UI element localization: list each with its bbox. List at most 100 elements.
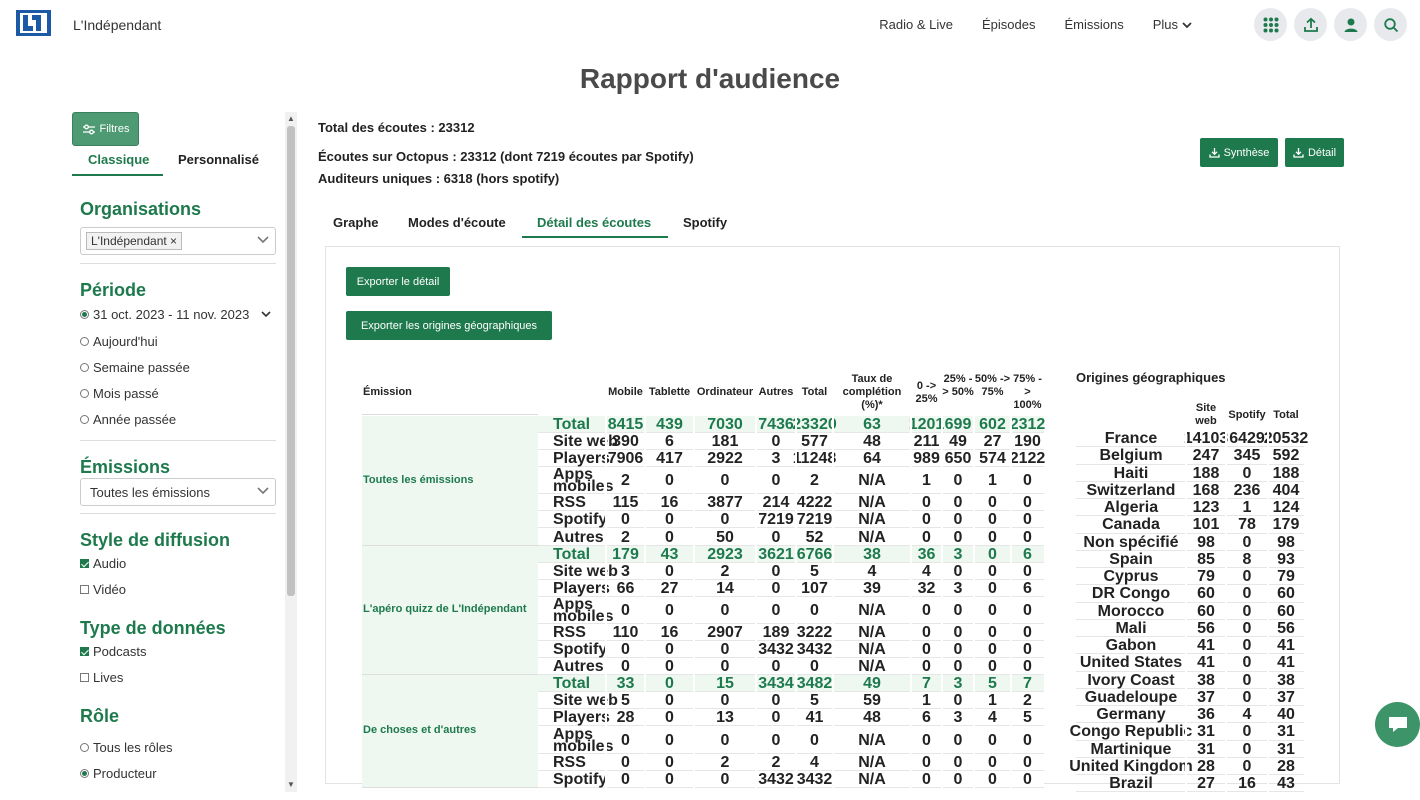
logo-icon[interactable] — [16, 10, 51, 36]
table-cell: 0 — [771, 562, 781, 580]
tab-detail-ecoutes[interactable]: Détail des écoutes — [537, 215, 652, 230]
table-cell: 0 — [621, 601, 630, 619]
remove-tag-icon[interactable]: × — [170, 234, 178, 248]
scroll-up-icon[interactable]: ▲ — [287, 114, 295, 123]
table-cell: 8415 — [607, 416, 644, 434]
nav-plus[interactable]: Plus — [1153, 17, 1192, 32]
periode-option-year[interactable]: Année passée — [80, 412, 176, 427]
column-header: Ordinateur — [696, 386, 754, 398]
export-detail-button[interactable]: Exporter le détail — [346, 267, 450, 296]
emissions-select[interactable]: Toutes les émissions — [80, 478, 276, 506]
filters-button[interactable]: Filtres — [72, 112, 139, 146]
style-option-audio[interactable]: Audio — [80, 556, 126, 571]
periode-option-month[interactable]: Mois passé — [80, 386, 159, 401]
radio-icon — [80, 337, 89, 346]
synthese-label: Synthèse — [1223, 146, 1270, 159]
geo-cell: 31 — [1277, 740, 1295, 758]
stat-uniques: Auditeurs uniques : 6318 (hors spotify) — [318, 171, 560, 186]
geo-cell: 0 — [1242, 619, 1252, 637]
table-cell: 49 — [949, 433, 967, 451]
tab-spotify[interactable]: Spotify — [683, 215, 728, 230]
geo-column-separator — [1267, 430, 1269, 793]
country-name: Belgium — [1099, 447, 1163, 465]
tab-graphe[interactable]: Graphe — [333, 215, 379, 230]
account-button[interactable] — [1334, 8, 1367, 41]
geo-row-divider — [1076, 567, 1304, 568]
table-row — [538, 528, 1044, 546]
table-cell: 3 — [953, 709, 963, 727]
export-geo-button[interactable]: Exporter les origines géographiques — [346, 311, 552, 340]
table-cell: N/A — [858, 601, 886, 619]
nav-episodes[interactable]: Épisodes — [981, 17, 1036, 32]
row-label: Spotify — [553, 641, 608, 659]
radio-icon — [80, 769, 89, 778]
column-separator — [1010, 416, 1012, 788]
table-row — [538, 770, 1044, 788]
table-cell: 2312 — [1009, 416, 1046, 434]
tab-personnalise[interactable]: Personnalisé — [178, 152, 259, 167]
sidebar-scroll-thumb[interactable] — [287, 126, 295, 596]
geo-cell: 78 — [1238, 516, 1256, 534]
table-cell: 2 — [1023, 692, 1032, 710]
geo-row-divider — [1076, 498, 1304, 499]
type-option-lives[interactable]: Lives — [80, 670, 123, 685]
geo-row-divider — [1076, 670, 1304, 672]
table-cell: 110 — [612, 623, 639, 641]
periode-option-week[interactable]: Semaine passée — [80, 360, 190, 375]
geo-cell: 0 — [1242, 740, 1252, 758]
emission-name: L'apéro quizz de L'Indépendant — [363, 603, 527, 616]
tab-underline — [72, 174, 163, 176]
synthese-button[interactable]: Synthèse — [1200, 138, 1278, 167]
geo-cell: 56 — [1197, 619, 1215, 637]
table-cell: N/A — [858, 511, 886, 529]
geo-row-divider — [1076, 446, 1304, 448]
site-name[interactable]: L'Indépendant — [73, 17, 162, 33]
table-cell: 0 — [953, 692, 963, 710]
table-cell: 0 — [953, 528, 963, 546]
table-cell: 39 — [863, 579, 881, 597]
style-option-video[interactable]: Vidéo — [80, 582, 126, 597]
scroll-down-icon[interactable]: ▼ — [287, 780, 295, 789]
role-option-all[interactable]: Tous les rôles — [80, 740, 172, 755]
table-row — [538, 623, 1044, 641]
column-header: 0 -> 25% — [915, 380, 938, 405]
row-label: Site web — [553, 562, 618, 580]
table-cell: 50 — [716, 528, 734, 546]
download-icon — [1208, 148, 1220, 158]
periode-option-today[interactable]: Aujourd'hui — [80, 334, 158, 349]
table-row — [538, 641, 1044, 659]
column-header: 50% -> 75% — [974, 373, 1011, 398]
tab-modes-ecoute[interactable]: Modes d'écoute — [408, 215, 506, 230]
nav-radio-live[interactable]: Radio & Live — [879, 17, 953, 32]
radio-icon — [80, 415, 89, 424]
column-separator — [795, 416, 797, 788]
organisations-select[interactable]: L'Indépendant × — [80, 227, 276, 255]
emissions-select-value: Toutes les émissions — [90, 485, 210, 500]
detail-button[interactable]: Détail — [1285, 138, 1344, 167]
table-cell: 650 — [944, 450, 972, 468]
tab-classique[interactable]: Classique — [88, 152, 150, 167]
role-option-producteur[interactable]: Producteur — [80, 766, 157, 781]
apps-button[interactable] — [1254, 8, 1287, 41]
table-cell: 3 — [953, 675, 963, 693]
chat-button[interactable] — [1375, 702, 1420, 747]
search-button[interactable] — [1374, 8, 1407, 41]
table-cell: N/A — [858, 658, 886, 676]
table-cell: 0 — [988, 770, 997, 788]
table-cell: 0 — [953, 511, 963, 529]
chevron-down-icon[interactable] — [261, 311, 271, 318]
nav-emissions[interactable]: Émissions — [1064, 17, 1124, 32]
table-cell: 64 — [863, 450, 881, 468]
geo-cell: 60 — [1277, 602, 1295, 620]
emission-block — [362, 545, 538, 676]
geo-cell: 28 — [1197, 757, 1215, 775]
upload-button[interactable] — [1294, 8, 1327, 41]
table-cell: 0 — [771, 433, 781, 451]
table-cell: 5 — [810, 562, 819, 580]
geo-cell: 41 — [1197, 637, 1215, 655]
geo-column-header: Total — [1273, 409, 1299, 421]
type-option-podcasts[interactable]: Podcasts — [80, 644, 146, 659]
periode-option-custom[interactable]: 31 oct. 2023 - 11 nov. 2023 — [80, 307, 271, 322]
geo-row-divider — [1076, 549, 1304, 551]
geo-cell: 0 — [1242, 637, 1252, 655]
